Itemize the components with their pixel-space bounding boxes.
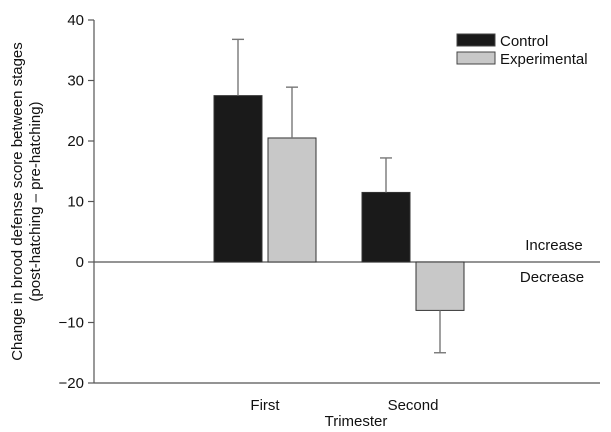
- y-tick-label: 0: [76, 254, 84, 271]
- legend-label-control: Control: [500, 33, 548, 50]
- decrease-annotation: Decrease: [520, 269, 584, 286]
- y-tick-label: 40: [67, 12, 84, 29]
- legend-swatch-experimental: [456, 51, 496, 65]
- x-tick-label: Second: [388, 397, 439, 414]
- increase-annotation: Increase: [525, 237, 583, 254]
- x-tick-label: First: [250, 397, 280, 414]
- y-axis-label-line-2: (post-hatching – pre-hatching): [27, 101, 44, 301]
- bar-experimental-second: [415, 261, 465, 311]
- x-axis-label: Trimester: [325, 413, 388, 430]
- bar-control-first: [213, 95, 263, 263]
- legend-label-experimental: Experimental: [500, 51, 588, 68]
- legend-swatch-control: [456, 33, 496, 47]
- bars: [213, 95, 465, 311]
- y-tick-label: 20: [67, 133, 84, 150]
- y-tick-label: 30: [67, 73, 84, 90]
- error-bars: [232, 38, 446, 354]
- y-tick-label: 10: [67, 194, 84, 211]
- y-tick-label: −20: [59, 375, 84, 392]
- bar-experimental-first: [267, 137, 317, 263]
- y-axis-label-line-1: Change in brood defense score between st…: [9, 42, 26, 361]
- y-axis-ticks: 40 30 20 10 0 −10 −20: [59, 12, 94, 392]
- y-tick-label: −10: [59, 315, 84, 332]
- x-axis-tick-labels: First Second: [250, 397, 438, 414]
- bar-control-second: [361, 191, 411, 263]
- legend: Control Experimental: [456, 33, 588, 68]
